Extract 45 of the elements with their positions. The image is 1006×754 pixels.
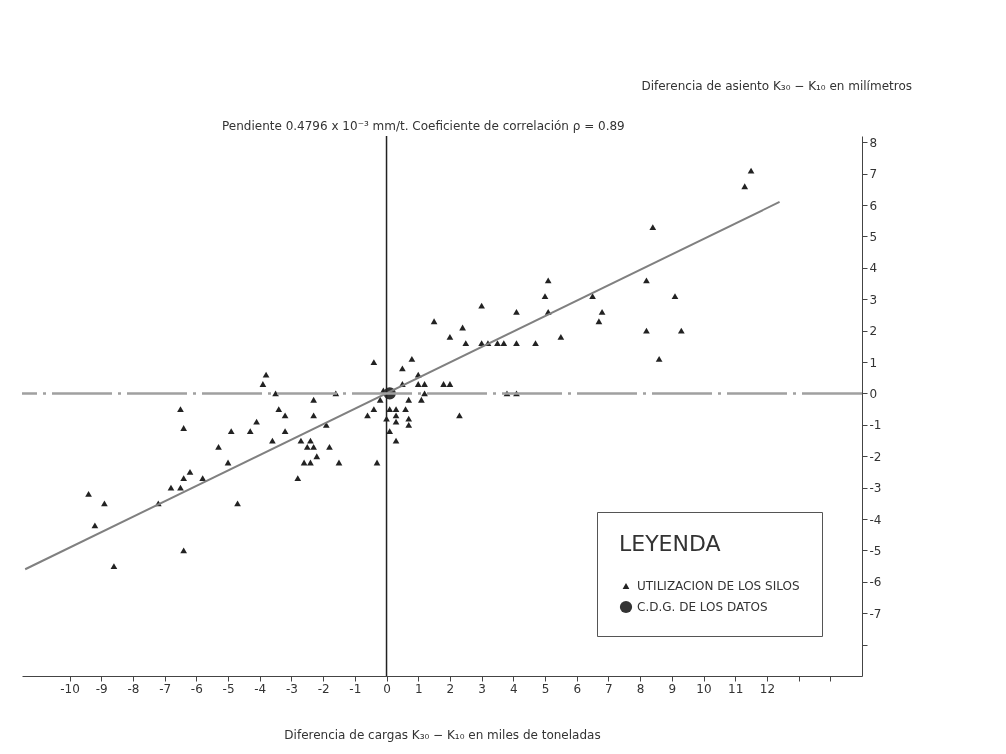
text: Pendiente 0.4796 x 10⁻³ mm/t. Coeficiente de correlación ρ = 0.89 <box>222 119 625 133</box>
y-tick-label: 5 <box>869 229 878 244</box>
y-tick-label: 1 <box>869 355 878 370</box>
x-tick-label: 7 <box>605 681 613 696</box>
x-tick-label: 10 <box>696 681 712 696</box>
y-tick-label: 3 <box>869 292 878 307</box>
y-tick-label: 6 <box>869 198 878 213</box>
y-tick-label: 7 <box>869 167 878 182</box>
x-tick-label: 3 <box>478 681 486 696</box>
x-tick-label: -1 <box>349 681 362 696</box>
x-tick-label: 8 <box>636 681 645 696</box>
y-tick-label: -7 <box>869 606 882 621</box>
x-tick-label: 11 <box>728 681 744 696</box>
y-tick-label: -1 <box>869 418 882 433</box>
x-tick-label: 9 <box>668 681 677 696</box>
x-tick-label: 6 <box>573 681 582 696</box>
x-tick-label: -8 <box>127 681 140 696</box>
y-tick-label: 0 <box>869 386 878 401</box>
y-tick-label: 4 <box>869 261 878 276</box>
x-tick-label: 4 <box>510 681 518 696</box>
x-tick-label: 1 <box>414 681 423 696</box>
x-tick-label: -4 <box>254 681 267 696</box>
y-tick-label: -4 <box>869 512 882 527</box>
y-tick-label: -3 <box>869 481 882 496</box>
x-axis-title: Diferencia de cargas K₃₀ − K₁₀ en miles de toneladas <box>284 727 601 742</box>
x-tick-label: -7 <box>159 681 172 696</box>
x-tick-label: 2 <box>446 681 455 696</box>
x-tick-label: -6 <box>190 681 203 696</box>
legend-title: LEYENDA <box>619 531 721 556</box>
x-tick-label: 0 <box>383 681 391 696</box>
x-tick-label: -9 <box>95 681 108 696</box>
x-tick-label: -10 <box>60 681 80 696</box>
x-tick-label: -2 <box>317 681 330 696</box>
y-axis-title: Diferencia de asiento K₃₀ − K₁₀ en milímetros <box>641 79 912 93</box>
y-tick-label: -2 <box>869 449 882 464</box>
legend-label: C.D.G. DE LOS DATOS <box>637 600 768 614</box>
x-tick-label: -5 <box>222 681 235 696</box>
y-tick-label: -6 <box>869 575 882 590</box>
x-tick-label: 5 <box>541 681 550 696</box>
y-tick-label: 2 <box>869 324 878 339</box>
legend-label: UTILIZACION DE LOS SILOS <box>637 579 800 593</box>
x-tick-label: 12 <box>759 681 776 696</box>
y-tick-label: 8 <box>869 135 878 150</box>
y-tick-label: -5 <box>869 543 882 558</box>
x-tick-label: -3 <box>285 681 298 696</box>
